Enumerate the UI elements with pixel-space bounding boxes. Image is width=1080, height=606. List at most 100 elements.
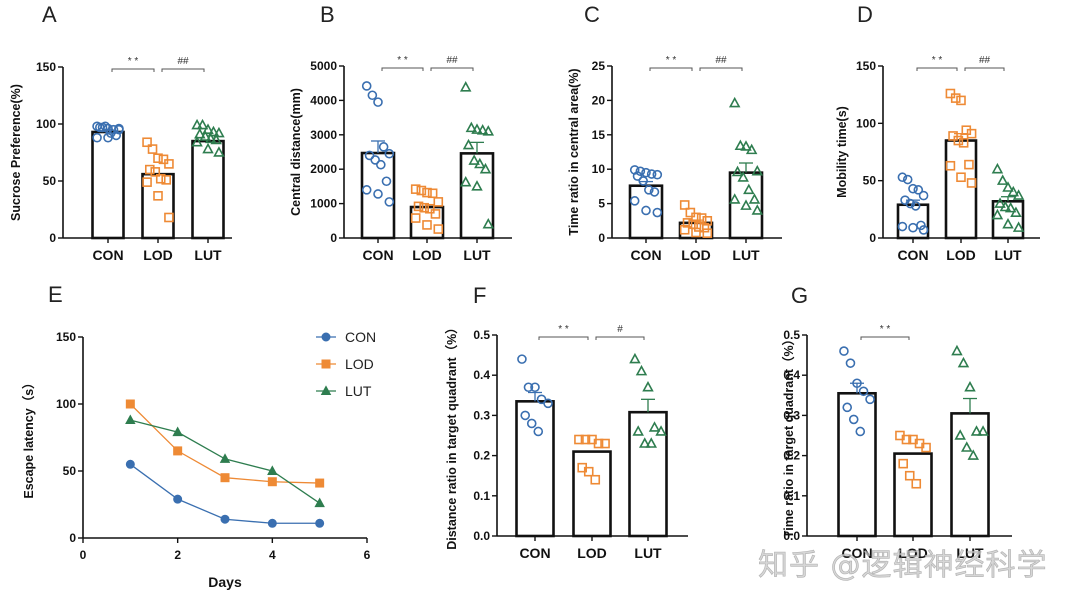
series-line-con [129, 463, 320, 524]
data-point-lut [482, 217, 495, 229]
series-point-lod [267, 477, 277, 487]
data-point-lut [745, 143, 758, 155]
data-point-lut [645, 437, 658, 448]
data-point-lod [144, 164, 155, 175]
bar-lod [893, 452, 933, 538]
data-point-lut [743, 183, 755, 195]
data-point-lut [459, 81, 472, 92]
panel-letter: D [857, 2, 873, 27]
panel-letter: C [584, 2, 600, 27]
data-point-con [376, 159, 386, 170]
data-point-lut [954, 429, 966, 440]
data-point-lod [691, 227, 701, 238]
data-point-lut [629, 352, 641, 364]
data-point-con [918, 225, 929, 235]
series-point-lut [172, 426, 183, 437]
x-category-label: LOD [577, 545, 607, 561]
x-category-label: CON [897, 247, 928, 263]
y-tick-label: 50 [43, 174, 57, 188]
data-point-con [652, 169, 663, 180]
y-axis-title: Sucrose Preference(%) [9, 84, 23, 221]
data-point-lod [953, 135, 964, 146]
data-point-lod [685, 207, 696, 218]
data-point-lut [202, 123, 214, 134]
legend-marker [320, 385, 332, 395]
series-point-con [125, 459, 135, 469]
y-tick-label: 100 [36, 117, 56, 131]
x-category-label: LUT [994, 247, 1022, 263]
data-point-lod [164, 212, 174, 223]
y-tick-label: 50 [63, 464, 77, 478]
data-point-con [641, 167, 651, 178]
y-tick-label: 25 [592, 59, 606, 73]
data-point-lod [425, 203, 435, 214]
data-point-lod [410, 184, 421, 194]
data-point-lut [196, 118, 209, 130]
data-point-con [114, 124, 124, 135]
panel-c: C 0 5 10 15 20 25 Time ratio in central area(%)… [567, 2, 782, 263]
data-point-lut [728, 96, 741, 108]
significance-bracket [538, 336, 589, 340]
bar-lod [572, 450, 612, 538]
data-point-lut [996, 174, 1009, 185]
x-tick-label: 4 [269, 548, 276, 562]
data-point-con [530, 382, 540, 393]
series-point-lut [314, 497, 325, 508]
y-tick-label: 100 [56, 397, 76, 411]
x-category-label: LOD [898, 545, 928, 561]
x-category-label: LOD [412, 247, 442, 263]
data-point-lut [632, 425, 644, 436]
significance-label: ## [979, 55, 991, 66]
data-point-lut [1010, 206, 1022, 218]
significance-bracket [111, 68, 155, 72]
data-point-con [517, 354, 527, 364]
panel-a: A 0 50 100 150 Sucrose Preference(%) CON LOD LUT… [9, 2, 232, 263]
data-point-lut [740, 199, 752, 210]
data-point-con [858, 386, 869, 397]
data-point-con [635, 166, 646, 177]
y-tick-label: 0.0 [783, 529, 800, 543]
panel-letter: F [473, 283, 486, 308]
y-tick-label: 4000 [310, 93, 337, 107]
series-point-lut [267, 465, 278, 475]
data-point-lut [964, 380, 976, 392]
data-point-con [638, 176, 648, 186]
data-point-lod [964, 159, 974, 170]
x-category-label: LUT [194, 247, 222, 263]
y-tick-label: 0 [598, 231, 605, 245]
data-point-lut [751, 164, 764, 176]
data-point-lut [991, 162, 1004, 174]
data-point-con [381, 176, 392, 187]
bar-con [91, 130, 125, 240]
data-point-lod [155, 173, 166, 184]
data-point-lut [191, 118, 203, 130]
data-point-lut [210, 133, 222, 145]
data-point-lod [950, 93, 961, 103]
y-tick-label: 2000 [310, 162, 337, 176]
data-point-con [908, 222, 918, 233]
data-point-lut [462, 138, 475, 150]
data-point-lod [696, 213, 707, 223]
data-point-lut [655, 425, 667, 436]
bar-lut [628, 410, 668, 538]
y-axis-title: Escape latency（s） [21, 376, 36, 498]
data-point-con [373, 189, 383, 199]
data-point-lod [422, 220, 432, 230]
data-point-con [649, 187, 660, 197]
panel-letter: G [791, 283, 808, 308]
data-point-lod [580, 434, 591, 445]
data-point-con [902, 174, 913, 185]
data-point-lod [691, 212, 701, 223]
y-tick-label: 0.0 [473, 529, 490, 543]
series-point-lut [125, 414, 136, 425]
bar-con [628, 184, 664, 240]
y-axis-title: Mobility time(s) [835, 106, 849, 198]
y-axis-title: Time ratio in target quadrant（%） [781, 333, 796, 538]
data-point-lod [694, 222, 704, 232]
data-point-con [520, 410, 531, 421]
legend-marker [321, 359, 331, 369]
x-category-label: CON [92, 247, 123, 263]
data-point-lut [748, 193, 761, 204]
data-point-lut [638, 437, 651, 448]
x-category-label: LUT [956, 545, 984, 561]
